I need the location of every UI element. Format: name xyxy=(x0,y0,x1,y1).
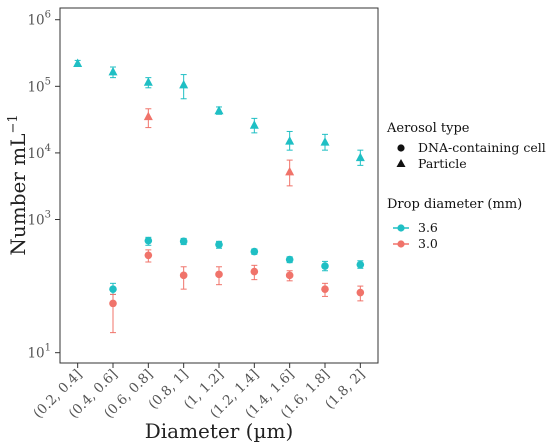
circle-point xyxy=(179,237,188,246)
triangle-point xyxy=(355,152,365,162)
legend: Aerosol type DNA-containing cell Particl… xyxy=(386,121,546,251)
triangle-point xyxy=(108,66,118,76)
data-points xyxy=(73,58,365,334)
x-axis-title: Diameter (µm) xyxy=(145,419,294,443)
triangle-point xyxy=(73,58,83,68)
legend-dot-36 xyxy=(397,224,405,232)
legend-color-title: Drop diameter (mm) xyxy=(387,197,522,212)
legend-item-36: 3.6 xyxy=(418,220,438,235)
y-axis-title-exponent: −1 xyxy=(6,114,21,133)
y-axis-title: Number mL−1 xyxy=(6,114,30,255)
circle-point xyxy=(144,251,153,260)
circle-point xyxy=(285,255,294,264)
circle-point xyxy=(356,288,365,297)
legend-item-particle: Particle xyxy=(418,156,467,171)
y-axis-title-text: Number mL xyxy=(6,134,30,256)
circle-point xyxy=(109,285,117,293)
y-tick-label: 105 xyxy=(27,76,51,95)
plot-panel xyxy=(59,7,379,364)
circle-point xyxy=(179,271,188,280)
y-tick-label: 104 xyxy=(27,143,51,162)
circle-point xyxy=(250,247,259,256)
triangle-point xyxy=(249,120,259,129)
circle-point xyxy=(215,270,223,279)
triangle-point xyxy=(214,105,224,115)
circle-point xyxy=(109,299,117,308)
legend-item-30: 3.0 xyxy=(418,236,438,251)
y-tick-label: 101 xyxy=(27,343,51,362)
triangle-point xyxy=(179,79,189,89)
circle-point xyxy=(356,260,365,269)
legend-shape-title: Aerosol type xyxy=(386,121,470,136)
legend-item-cell: DNA-containing cell xyxy=(418,140,546,155)
circle-point xyxy=(144,236,153,245)
triangle-point xyxy=(285,136,295,145)
circle-point xyxy=(285,271,294,280)
legend-triangle-icon xyxy=(396,159,406,167)
legend-dot-30 xyxy=(397,240,405,248)
legend-circle-icon xyxy=(397,144,405,152)
y-tick-label: 106 xyxy=(27,10,51,29)
circle-point xyxy=(321,285,329,293)
y-tick-label: 103 xyxy=(27,210,51,229)
triangle-point xyxy=(143,77,153,86)
triangle-point xyxy=(320,137,330,146)
circle-point xyxy=(321,262,329,270)
triangle-point xyxy=(143,111,153,121)
y-axis: 101 103 104 105 106 xyxy=(27,10,60,362)
x-axis: (0.2, 0.4](0.4, 0.6](0.6, 0.8](0.8, 1](1… xyxy=(30,363,368,422)
circle-point xyxy=(215,240,223,249)
triangle-point xyxy=(285,166,295,176)
x-tick-label: (1.8, 2] xyxy=(322,367,368,413)
circle-point xyxy=(250,267,259,276)
